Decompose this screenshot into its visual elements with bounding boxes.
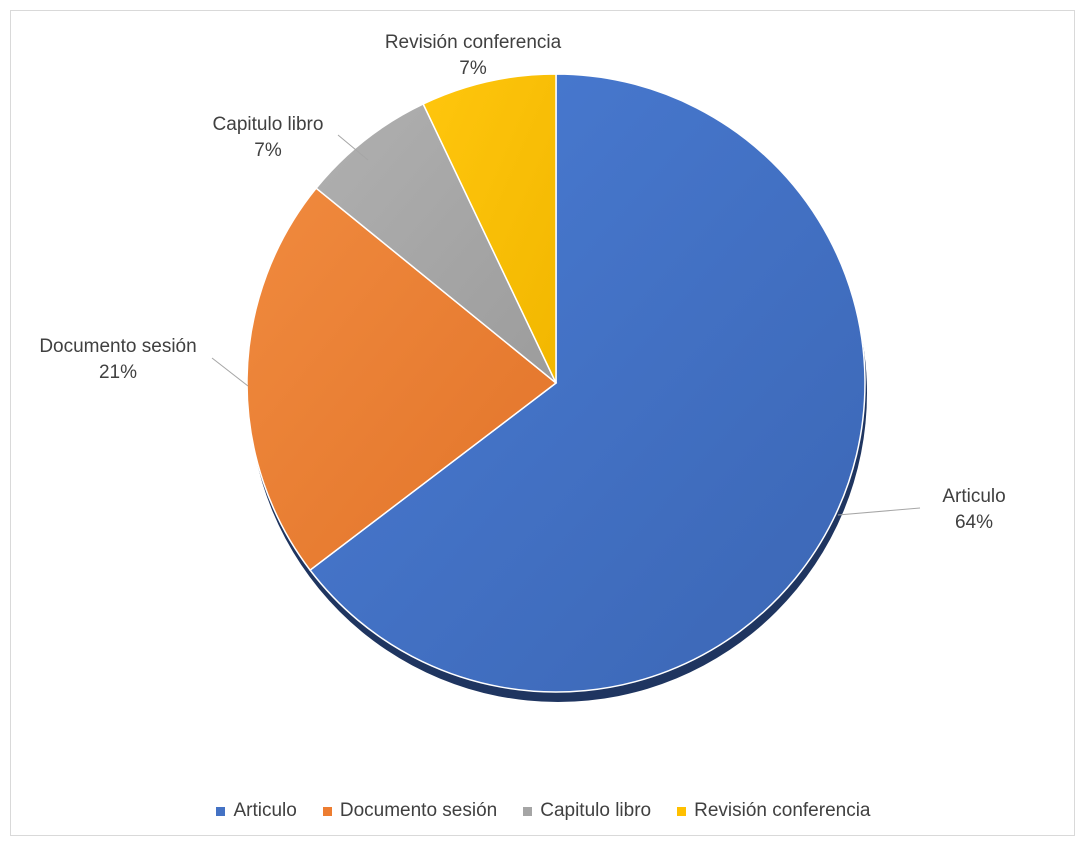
data-label-value-documento-sesion: 21%: [99, 362, 137, 383]
legend-swatch-capitulo-libro: [523, 806, 533, 816]
legend-item-articulo: Articulo: [216, 800, 297, 822]
legend-label-documento-sesion: Documento sesión: [339, 800, 498, 821]
legend-label-capitulo-libro: Capitulo libro: [540, 800, 652, 821]
legend-swatch-documento-sesion: [322, 806, 332, 816]
pie-leader-lines: [211, 134, 921, 516]
leader-line-documento-sesion: [211, 357, 249, 387]
data-label-category-revision-conferencia: Revisión conferencia: [385, 32, 562, 53]
legend-label-revision-conferencia: Revisión conferencia: [694, 800, 871, 821]
data-label-category-documento-sesion: Documento sesión: [39, 336, 196, 357]
pie-slice-articulo: [309, 73, 866, 693]
pie-slices: [246, 73, 866, 693]
chart-legend: Articulo Documento sesión Capitulo libro…: [0, 796, 1087, 826]
data-label-value-revision-conferencia: 7%: [459, 58, 487, 79]
data-label-category-articulo: Articulo: [942, 486, 1005, 507]
legend-label-articulo: Articulo: [233, 800, 297, 821]
legend-swatch-articulo: [216, 806, 226, 816]
legend-swatch-revision-conferencia: [677, 806, 687, 816]
pie-slice-documento-sesion: [246, 187, 558, 572]
leader-line-articulo: [837, 507, 921, 516]
data-label-value-capitulo-libro: 7%: [254, 140, 282, 161]
legend-item-capitulo-libro: Capitulo libro: [523, 800, 651, 822]
leader-line-capitulo-libro: [337, 134, 369, 161]
pie-data-labels: Articulo 64% Documento sesión 21% Capitulo l…: [39, 32, 1005, 533]
pie-slice-capitulo-libro: [315, 102, 557, 384]
data-label-value-articulo: 64%: [955, 512, 993, 533]
legend-item-revision-conferencia: Revisión conferencia: [677, 800, 871, 822]
legend-item-documento-sesion: Documento sesión: [322, 800, 498, 822]
data-label-category-capitulo-libro: Capitulo libro: [213, 114, 324, 135]
pie-slice-revision-conferencia: [422, 73, 557, 384]
